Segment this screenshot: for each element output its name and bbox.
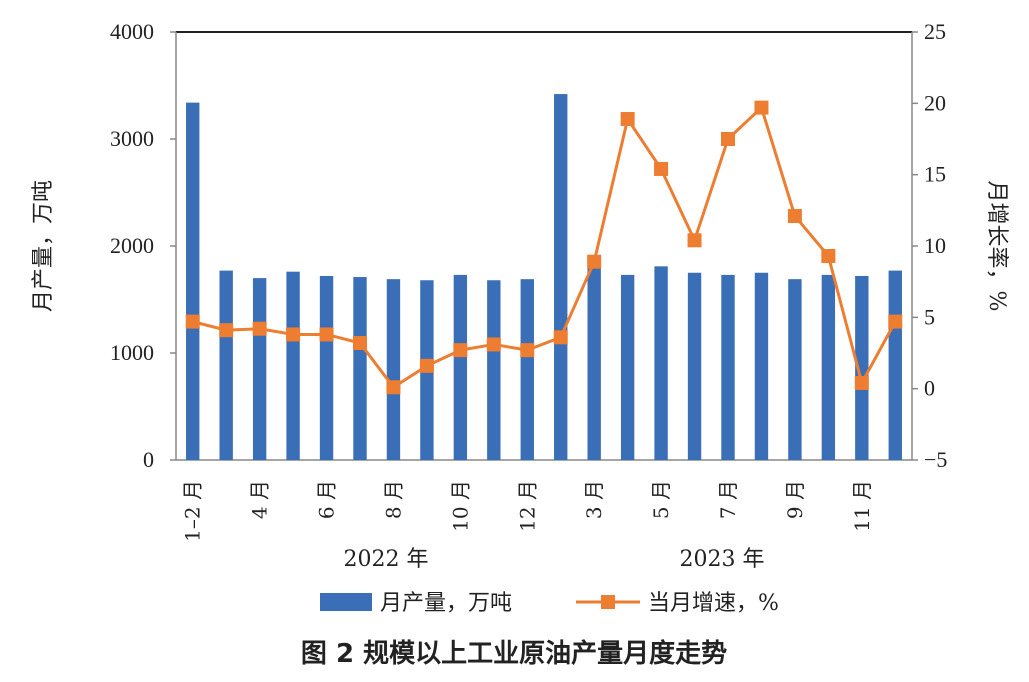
growth-line	[185, 100, 903, 395]
x-tick-label: 1–2 月	[181, 480, 205, 542]
x-tick-label: 3 月	[582, 480, 606, 519]
growth-point	[520, 343, 535, 358]
growth-point	[587, 254, 602, 269]
growth-point	[286, 327, 301, 342]
axes	[170, 31, 918, 461]
growth-point	[888, 314, 903, 329]
chart-title: 图 2 规模以上工业原油产量月度走势	[301, 638, 727, 669]
growth-point	[252, 321, 267, 336]
growth-point	[353, 336, 367, 351]
y-axis-right-label: 月增长率，%	[984, 181, 1009, 312]
bar	[353, 277, 367, 460]
y-right-tick-label: 0	[924, 376, 935, 401]
bar	[754, 272, 769, 460]
x-tick-label: 8 月	[381, 480, 405, 519]
bar	[286, 271, 300, 460]
growth-point	[654, 161, 669, 176]
year-label-2023: 2023 年	[680, 547, 765, 572]
legend-line-marker	[601, 595, 615, 609]
x-tick-label: 4 月	[248, 480, 272, 519]
bar	[386, 279, 401, 460]
y-left-tick-label: 3000	[110, 126, 154, 151]
year-label-2022: 2022 年	[344, 547, 429, 572]
legend: 月产量，万吨 当月增速，%	[320, 591, 779, 616]
legend-bar-label: 月产量，万吨	[380, 591, 512, 616]
x-tick-label: 11 月	[850, 480, 874, 532]
bar	[186, 102, 200, 461]
y-right-tick-label: 25	[924, 19, 946, 44]
bar	[788, 279, 802, 460]
bar	[620, 274, 635, 460]
bar	[453, 274, 468, 460]
growth-point	[687, 233, 702, 248]
bar	[219, 270, 233, 460]
bar	[721, 274, 735, 460]
growth-point	[821, 248, 836, 263]
growth-point	[854, 375, 869, 390]
growth-point	[185, 314, 200, 329]
y-left-tick-label: 0	[143, 447, 154, 472]
growth-point	[219, 323, 234, 338]
y-right-tick-label: 5	[924, 304, 935, 329]
x-tick-label: 6 月	[315, 480, 339, 519]
y-right-tick-label: −5	[924, 447, 947, 472]
bar	[888, 270, 902, 460]
bar	[252, 278, 267, 460]
growth-point	[386, 380, 401, 395]
y-left-tick-label: 1000	[110, 340, 154, 365]
growth-point	[721, 132, 735, 146]
bar	[821, 274, 836, 460]
x-tick-label: 10 月	[448, 480, 472, 532]
growth-point	[486, 337, 501, 352]
y-right-tick-label: 20	[924, 90, 946, 115]
x-tick-label: 5 月	[649, 480, 673, 519]
bar	[587, 268, 601, 460]
growth-point	[419, 358, 434, 373]
bar	[487, 280, 501, 460]
bar	[554, 94, 568, 460]
growth-point	[620, 112, 635, 127]
bar	[855, 275, 869, 460]
tick-labels: 0 1000 2000 3000 4000 −5 0 5 10 15 20 25 1–2 月 4 月 6 月…	[110, 19, 947, 542]
y-left-tick-label: 4000	[110, 19, 154, 44]
growth-point	[754, 100, 769, 115]
y-axis-left-label: 月产量，万吨	[31, 180, 56, 312]
y-right-tick-label: 15	[924, 162, 946, 187]
bar	[687, 272, 702, 460]
growth-polyline	[192, 106, 897, 389]
x-tick-label: 12 月	[515, 480, 539, 532]
growth-point	[453, 343, 468, 358]
y-right-tick-label: 10	[924, 233, 946, 258]
x-tick-label: 7 月	[716, 480, 740, 519]
growth-point	[319, 327, 334, 342]
bars	[186, 94, 902, 461]
bar	[520, 279, 534, 460]
growth-point	[553, 330, 568, 345]
x-tick-label: 9 月	[783, 480, 807, 519]
bar	[654, 266, 668, 460]
legend-line-label: 当月增速，%	[648, 591, 779, 616]
legend-bar-swatch	[320, 593, 372, 611]
y-left-tick-label: 2000	[110, 233, 154, 258]
growth-point	[787, 209, 802, 224]
bar	[319, 275, 334, 460]
